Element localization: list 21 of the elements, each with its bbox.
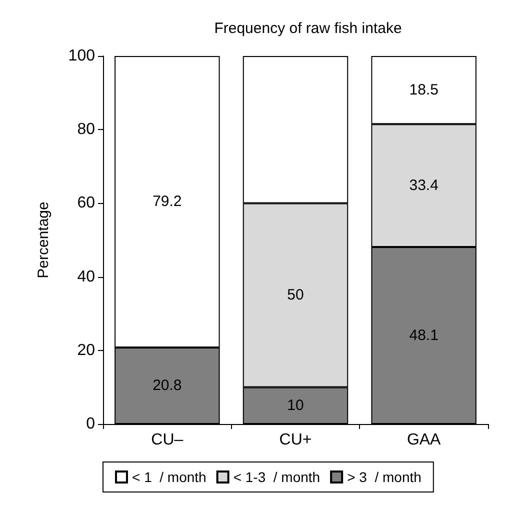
data-label: 10 [287,397,304,414]
y-tick-label: 0 [86,416,96,432]
data-label: 79.2 [152,193,182,210]
chart-title: Frequency of raw fish intake [214,20,402,37]
data-label: 33.4 [409,177,438,194]
x-tick-label: GAA [406,432,442,448]
legend-label: < 1 / month [132,469,206,485]
data-label: 48.1 [409,326,438,344]
y-tick-label: 20 [77,342,96,359]
x-tick-label: CU+ [279,432,312,448]
data-label: 18.5 [409,82,438,99]
data-label: 50 [287,286,304,304]
x-tick-label: CU– [151,432,184,448]
y-tick-label: 40 [77,268,96,286]
legend-label: > 3 / month [347,469,422,485]
y-tick-label: 100 [68,48,96,64]
y-tick-label: 80 [77,121,96,138]
y-tick-label: 60 [77,194,96,212]
legend-label: < 1-3 / month [233,469,320,485]
data-label: 20.8 [152,377,182,394]
y-axis-title: Percentage [35,202,52,278]
